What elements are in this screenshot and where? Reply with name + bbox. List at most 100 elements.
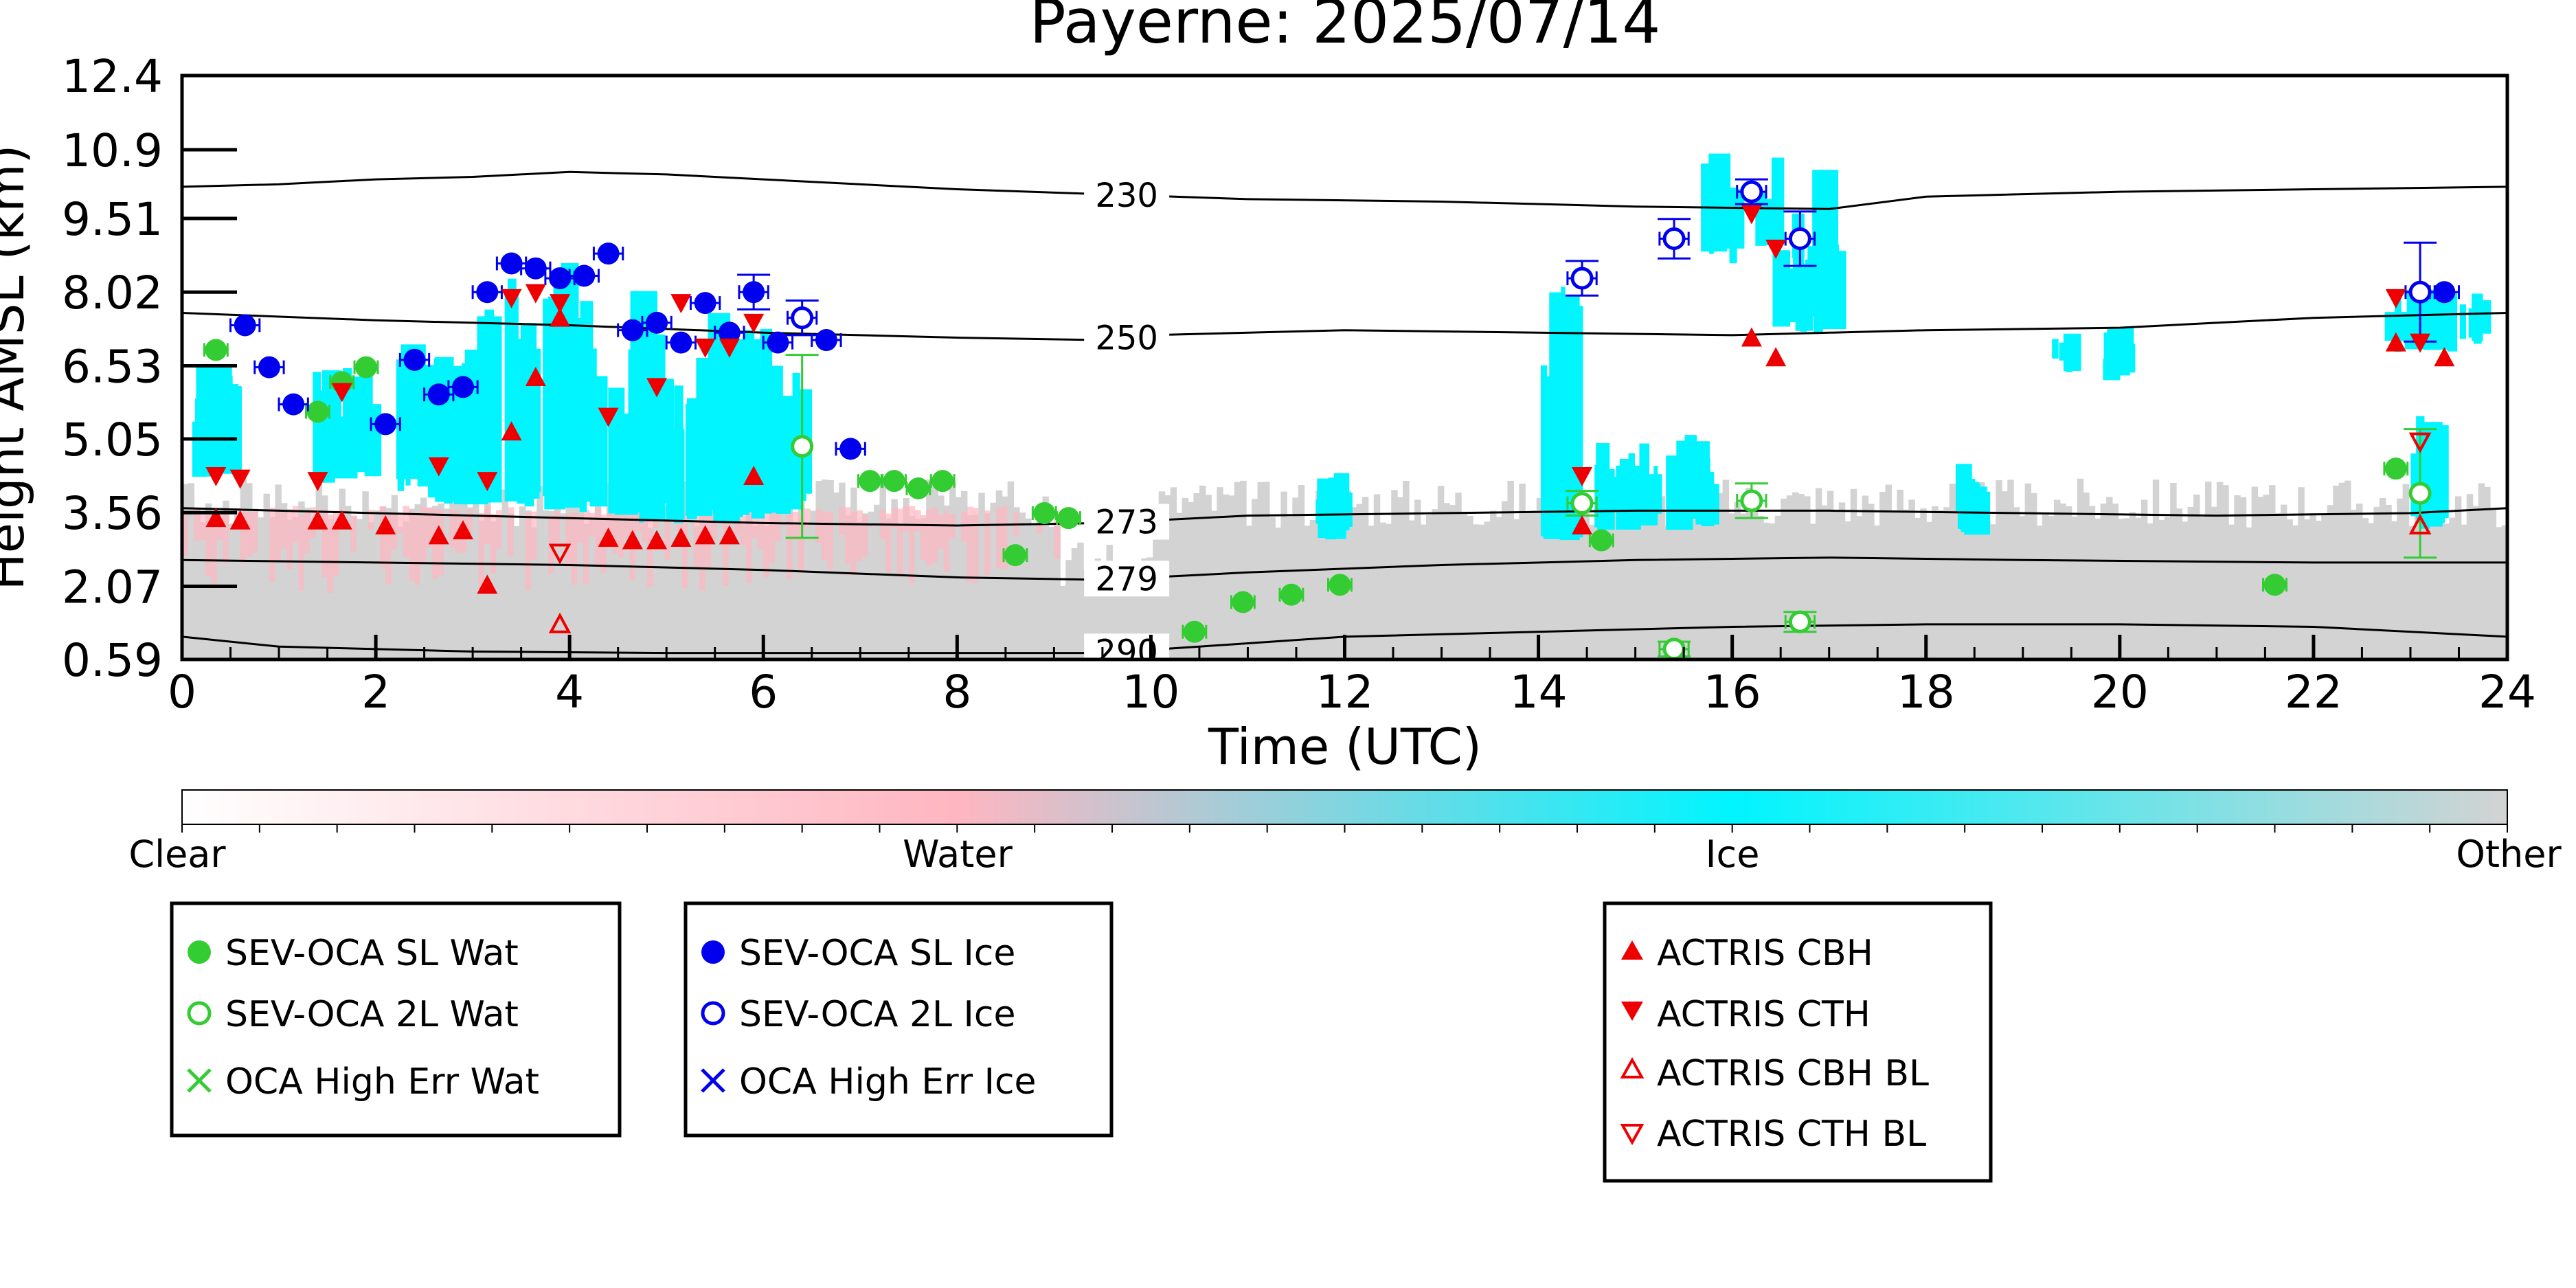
- data-point: [476, 281, 499, 304]
- legend-label-higherr-ice: OCA High Err Ice: [739, 1061, 1037, 1103]
- precip-column: [658, 507, 666, 659]
- precip-column: [705, 488, 712, 659]
- precip-column: [1833, 510, 1840, 659]
- precip-column: [507, 513, 515, 659]
- precip-column: [1245, 526, 1253, 659]
- liquid-layer: [495, 510, 503, 549]
- precip-column: [1856, 516, 1863, 659]
- precip-column: [809, 510, 817, 659]
- precip-column: [2484, 486, 2491, 659]
- precip-column: [2408, 526, 2415, 659]
- colorbar-label-other: Other: [2456, 833, 2562, 876]
- precip-column: [2106, 497, 2113, 659]
- precip-column: [787, 499, 793, 659]
- liquid-layer: [211, 515, 218, 587]
- data-point: [2408, 432, 2432, 453]
- ice-cloud: [1713, 193, 1738, 246]
- precip-column: [1868, 504, 1875, 659]
- precip-column: [1193, 493, 1200, 659]
- precip-column: [1577, 527, 1584, 659]
- liquid-layer: [815, 508, 822, 543]
- precip-column: [1914, 517, 1921, 659]
- liquid-layer: [240, 509, 247, 564]
- legend-actris: ACTRIS CBH ACTRIS CTH ACTRIS CBH BL ACTR…: [1603, 901, 1993, 1183]
- precip-column: [2077, 478, 2084, 659]
- data-point: [1057, 507, 1080, 530]
- y-tick-label: 8.02: [62, 267, 163, 319]
- data-point: [743, 465, 765, 485]
- precip-column: [1955, 494, 1962, 659]
- precip-column: [2414, 499, 2421, 659]
- precip-column: [728, 501, 735, 659]
- precip-column: [1449, 505, 1456, 659]
- data-point: [1572, 466, 1593, 486]
- precip-column: [2158, 519, 2165, 659]
- data-point: [354, 356, 377, 379]
- legend-label-sl-ice: SEV-OCA SL Ice: [739, 933, 1015, 974]
- liquid-layer: [583, 510, 590, 585]
- y-axis-label: Height AMSL (km): [0, 145, 35, 591]
- precip-column: [1705, 484, 1712, 659]
- precip-column: [1146, 557, 1154, 659]
- precip-column: [2286, 519, 2293, 659]
- x-tick-label: 10: [1122, 666, 1179, 719]
- precip-column: [1013, 507, 1020, 659]
- precip-column: [2478, 483, 2485, 659]
- contour-273: [182, 507, 2507, 527]
- data-point: [307, 472, 328, 492]
- precip-column: [1007, 481, 1015, 659]
- liquid-layer: [984, 510, 991, 576]
- precip-column: [246, 483, 253, 659]
- precip-column: [1937, 510, 1945, 659]
- data-point: [2408, 513, 2432, 534]
- ice-cloud: [477, 316, 502, 503]
- data-point: [1570, 492, 1594, 515]
- precip-column: [379, 506, 387, 659]
- ice-cloud: [1822, 181, 1834, 257]
- precip-column: [1135, 583, 1142, 659]
- ice-cloud: [407, 418, 422, 477]
- precip-column: [2489, 509, 2497, 659]
- precip-column: [1025, 518, 1032, 659]
- precip-column: [2187, 506, 2195, 659]
- precip-column: [2426, 500, 2432, 659]
- data-point: [1570, 267, 1594, 290]
- precip-column: [2303, 519, 2311, 659]
- liquid-layer: [804, 508, 811, 527]
- precip-column: [1280, 491, 1287, 659]
- data-point: [2263, 574, 2286, 596]
- ice-cloud: [313, 372, 321, 479]
- precip-column: [1961, 484, 1967, 659]
- precip-column: [216, 518, 224, 659]
- precip-column: [2129, 512, 2136, 659]
- precip-column: [1467, 516, 1473, 659]
- ice-cloud: [524, 393, 534, 507]
- data-point: [907, 477, 929, 499]
- precip-column: [1996, 480, 2002, 659]
- precip-column: [1897, 489, 1903, 659]
- precip-column: [1966, 479, 1974, 659]
- precip-column: [583, 523, 590, 659]
- precip-column: [542, 510, 550, 659]
- precip-column: [2402, 484, 2410, 659]
- precip-column: [1414, 499, 1421, 659]
- precip-column: [304, 508, 311, 659]
- data-point: [598, 527, 619, 547]
- legend-marker-sl-wat: [188, 940, 211, 964]
- precip-column: [734, 497, 741, 659]
- liquid-layer: [298, 515, 305, 591]
- precip-column: [1513, 519, 1520, 659]
- precip-column: [1501, 501, 1509, 659]
- precip-column: [1420, 524, 1427, 659]
- precip-column: [1932, 506, 1939, 659]
- ice-cloud: [2063, 333, 2081, 371]
- data-point: [1788, 610, 1811, 633]
- data-point: [229, 469, 251, 489]
- precip-column: [1170, 487, 1177, 659]
- precip-column: [618, 489, 625, 659]
- x-axis-label: Time (UTC): [1208, 718, 1482, 776]
- precip-column: [1618, 522, 1625, 659]
- liquid-layer: [280, 512, 288, 550]
- legend-marker-cbh-bl: [1620, 1057, 1645, 1078]
- data-point: [1183, 620, 1206, 643]
